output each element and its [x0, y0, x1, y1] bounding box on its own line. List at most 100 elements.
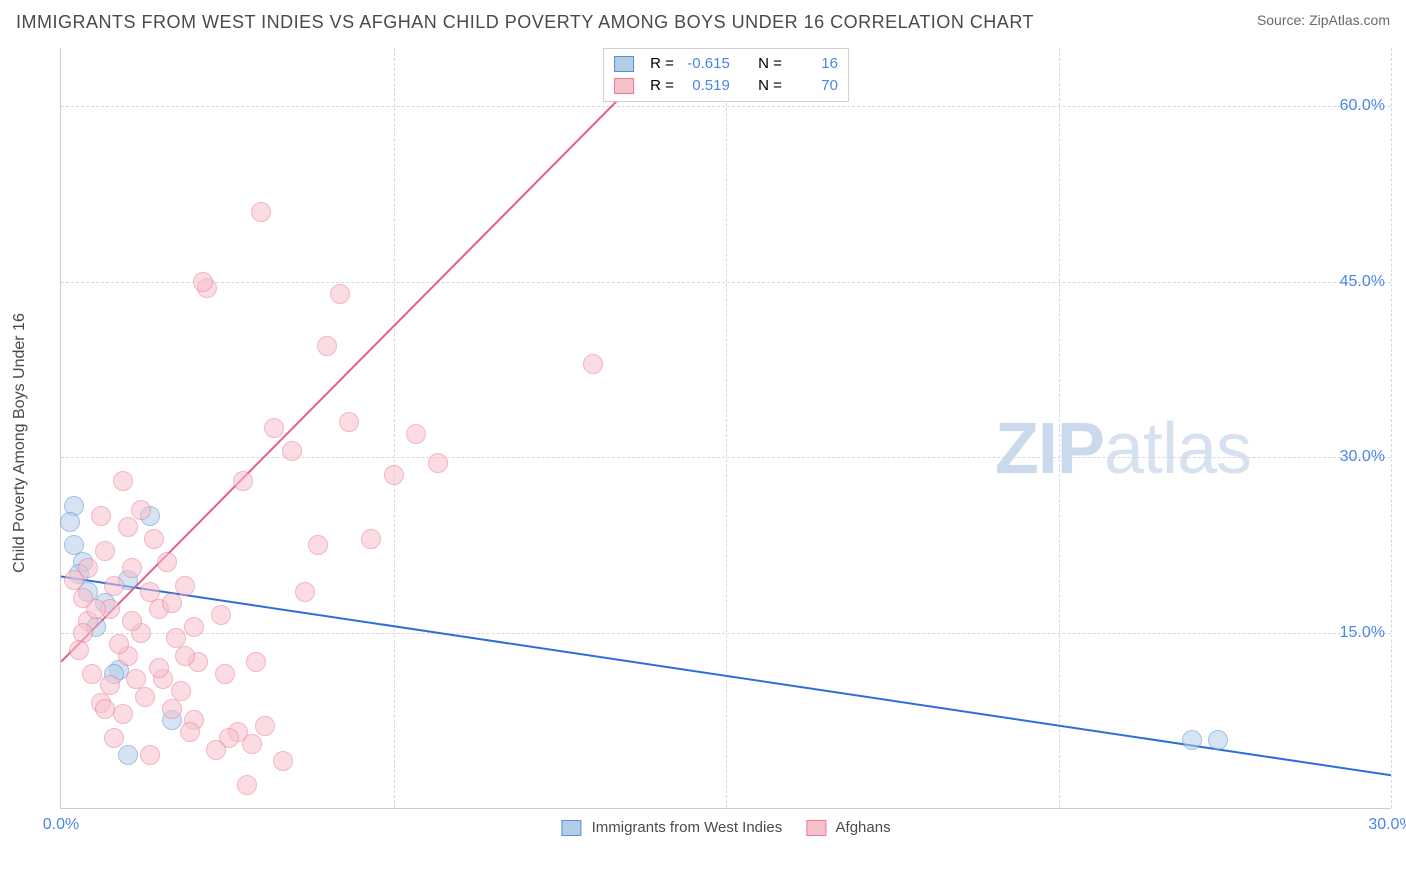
data-point: [1208, 730, 1228, 750]
data-point: [246, 652, 266, 672]
data-point: [215, 664, 235, 684]
data-point: [273, 751, 293, 771]
data-point: [166, 628, 186, 648]
data-point: [95, 699, 115, 719]
data-point: [162, 593, 182, 613]
data-point: [237, 775, 257, 795]
data-point: [211, 605, 231, 625]
data-point: [1182, 730, 1202, 750]
x-axis-legend: Immigrants from West Indies Afghans: [561, 819, 890, 836]
x-tick-label: 0.0%: [43, 816, 79, 834]
gridline-vertical: [394, 48, 395, 808]
data-point: [64, 535, 84, 555]
y-tick-label: 15.0%: [1340, 624, 1385, 642]
data-point: [126, 669, 146, 689]
legend-label-series1: Immigrants from West Indies: [592, 819, 783, 836]
legend-item-series2: Afghans: [806, 819, 890, 836]
legend-item-series1: Immigrants from West Indies: [561, 819, 782, 836]
x-tick-label: 30.0%: [1368, 816, 1406, 834]
swatch-series2: [806, 820, 826, 836]
y-tick-label: 30.0%: [1340, 448, 1385, 466]
data-point: [233, 471, 253, 491]
chart-header: IMMIGRANTS FROM WEST INDIES VS AFGHAN CH…: [0, 0, 1406, 37]
source-name: ZipAtlas.com: [1309, 12, 1390, 28]
data-point: [308, 535, 328, 555]
data-point: [131, 500, 151, 520]
data-point: [104, 728, 124, 748]
stats-row-series2: R = 0.519 N = 70: [614, 75, 838, 97]
watermark-part1: ZIP: [995, 409, 1104, 489]
watermark: ZIPatlas: [995, 408, 1251, 490]
data-point: [95, 541, 115, 561]
gridline-vertical: [1391, 48, 1392, 808]
data-point: [330, 284, 350, 304]
data-point: [91, 506, 111, 526]
watermark-part2: atlas: [1104, 409, 1251, 489]
data-point: [140, 582, 160, 602]
data-point: [193, 272, 213, 292]
n-value-series2: 70: [792, 75, 838, 97]
data-point: [82, 664, 102, 684]
plot-region: ZIPatlas R = -0.615 N = 16 R = 0.519 N =…: [60, 48, 1391, 809]
data-point: [104, 576, 124, 596]
n-label: N =: [758, 53, 782, 75]
data-point: [60, 512, 80, 532]
data-point: [64, 570, 84, 590]
data-point: [175, 646, 195, 666]
data-point: [251, 202, 271, 222]
legend-label-series2: Afghans: [836, 819, 891, 836]
chart-title: IMMIGRANTS FROM WEST INDIES VS AFGHAN CH…: [16, 12, 1034, 33]
y-tick-label: 60.0%: [1340, 97, 1385, 115]
y-axis-label: Child Poverty Among Boys Under 16: [11, 313, 29, 573]
data-point: [406, 424, 426, 444]
data-point: [113, 471, 133, 491]
n-value-series1: 16: [792, 53, 838, 75]
data-point: [109, 634, 129, 654]
data-point: [100, 675, 120, 695]
data-point: [180, 722, 200, 742]
source-prefix: Source:: [1257, 12, 1309, 28]
data-point: [583, 354, 603, 374]
data-point: [317, 336, 337, 356]
data-point: [122, 558, 142, 578]
correlation-stats-box: R = -0.615 N = 16 R = 0.519 N = 70: [603, 48, 849, 102]
data-point: [140, 745, 160, 765]
data-point: [339, 412, 359, 432]
gridline-vertical: [726, 48, 727, 808]
swatch-series1: [614, 56, 634, 72]
data-point: [157, 552, 177, 572]
data-point: [384, 465, 404, 485]
data-point: [206, 740, 226, 760]
swatch-series2: [614, 78, 634, 94]
data-point: [162, 699, 182, 719]
chart-area: Child Poverty Among Boys Under 16 ZIPatl…: [30, 48, 1390, 838]
data-point: [73, 588, 93, 608]
swatch-series1: [561, 820, 581, 836]
data-point: [118, 517, 138, 537]
data-point: [135, 687, 155, 707]
gridline-vertical: [1059, 48, 1060, 808]
source-credit: Source: ZipAtlas.com: [1257, 12, 1390, 28]
data-point: [122, 611, 142, 631]
data-point: [428, 453, 448, 473]
data-point: [149, 658, 169, 678]
data-point: [144, 529, 164, 549]
r-label: R =: [650, 53, 674, 75]
data-point: [255, 716, 275, 736]
data-point: [118, 745, 138, 765]
data-point: [184, 617, 204, 637]
data-point: [175, 576, 195, 596]
data-point: [113, 704, 133, 724]
stats-row-series1: R = -0.615 N = 16: [614, 53, 838, 75]
data-point: [171, 681, 191, 701]
data-point: [361, 529, 381, 549]
r-label: R =: [650, 75, 674, 97]
data-point: [69, 640, 89, 660]
data-point: [295, 582, 315, 602]
r-value-series1: -0.615: [684, 53, 730, 75]
r-value-series2: 0.519: [684, 75, 730, 97]
y-tick-label: 45.0%: [1340, 273, 1385, 291]
data-point: [282, 441, 302, 461]
data-point: [264, 418, 284, 438]
n-label: N =: [758, 75, 782, 97]
